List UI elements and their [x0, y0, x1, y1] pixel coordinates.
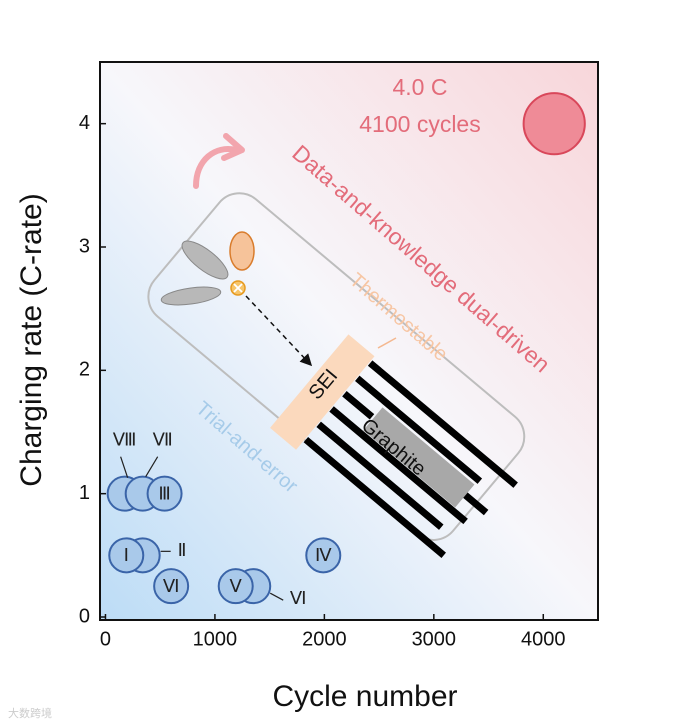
point-label: Ⅲ [158, 483, 170, 503]
point-label: Ⅷ [113, 429, 137, 449]
point [153, 568, 190, 605]
point [108, 537, 145, 574]
point-label: Ⅳ [315, 545, 332, 565]
plot-frame [99, 61, 599, 621]
point-label: Ⅰ [124, 545, 129, 565]
leader-line [145, 456, 159, 477]
y-tick-label: 4 [79, 112, 90, 134]
y-tick-label: 1 [79, 482, 90, 504]
y-axis-label: Charging rate (C-rate) [15, 193, 48, 486]
leader-line [120, 456, 129, 478]
x-tick-label: 2000 [302, 628, 347, 650]
y-tick-label: 3 [79, 235, 90, 257]
point-label: Ⅱ [178, 540, 187, 560]
point [146, 475, 183, 512]
watermark: 大数跨境 [8, 706, 52, 720]
annotation: 4.0 C [393, 74, 448, 100]
point-label: Ⅴ [230, 576, 243, 596]
x-tick-label: 3000 [412, 628, 457, 650]
leader-line [269, 592, 284, 601]
illustration [147, 133, 526, 559]
point [217, 568, 254, 605]
x-tick-label: 4000 [521, 628, 566, 650]
point-label: Ⅵ [163, 576, 180, 596]
x-tick-label: 0 [100, 628, 111, 650]
annotation: 4100 cycles [359, 111, 480, 137]
x-tick-label: 1000 [193, 628, 238, 650]
point-label: Ⅶ [153, 429, 173, 449]
point-label: Ⅵ [290, 588, 307, 608]
y-tick-label: 2 [79, 359, 90, 381]
y-tick-label: 0 [79, 605, 90, 627]
point [305, 537, 342, 574]
x-axis-label: Cycle number [272, 680, 457, 713]
point [522, 92, 586, 156]
